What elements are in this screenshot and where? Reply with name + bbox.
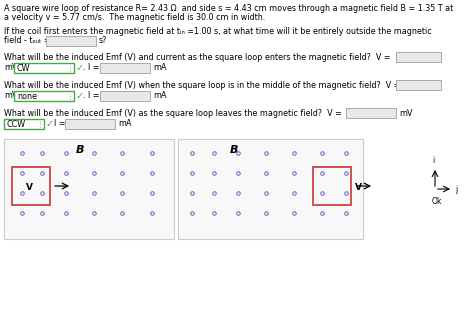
Text: field - tₒᵤₜ =: field - tₒᵤₜ = <box>4 36 51 45</box>
Text: Ok: Ok <box>432 197 442 206</box>
Bar <box>346 108 396 118</box>
Text: I =: I = <box>54 119 65 128</box>
Text: mV: mV <box>4 63 18 72</box>
Text: ✓: ✓ <box>76 64 84 74</box>
Text: B: B <box>76 145 84 155</box>
Text: mV: mV <box>4 91 18 100</box>
Text: ✓: ✓ <box>76 91 84 101</box>
Bar <box>4 139 174 239</box>
Bar <box>46 36 96 46</box>
Bar <box>14 91 74 101</box>
Text: What will be the induced Emf (V) as the square loop leaves the magnetic field?  : What will be the induced Emf (V) as the … <box>4 109 342 118</box>
Text: ⋮: ⋮ <box>66 65 73 72</box>
Text: A square wire loop of resistance R= 2.43 Ω  and side s = 4.43 cm moves through a: A square wire loop of resistance R= 2.43… <box>4 4 453 13</box>
Text: mA: mA <box>153 91 166 100</box>
Text: ✓: ✓ <box>46 119 54 129</box>
Bar <box>4 119 44 129</box>
Text: V: V <box>26 183 33 192</box>
Text: B: B <box>230 145 238 155</box>
Bar <box>100 91 150 101</box>
Bar <box>65 119 115 129</box>
Text: What will be the induced Emf (V) when the square loop is in the middle of the ma: What will be the induced Emf (V) when th… <box>4 81 401 90</box>
Text: CCW: CCW <box>7 120 26 129</box>
Text: CW: CW <box>17 64 30 73</box>
Bar <box>396 80 441 90</box>
Text: V: V <box>355 183 362 192</box>
Text: mA: mA <box>118 119 131 128</box>
Bar <box>100 63 150 73</box>
Bar <box>12 167 50 205</box>
Text: j: j <box>455 185 457 194</box>
Bar <box>178 139 363 239</box>
Bar <box>14 63 74 73</box>
Text: What will be the induced Emf (V) and current as the square loop enters the magne: What will be the induced Emf (V) and cur… <box>4 53 391 62</box>
Text: a velocity v = 5.77 cm/s.  The magnetic field is 30.0 cm in width.: a velocity v = 5.77 cm/s. The magnetic f… <box>4 13 265 22</box>
Text: If the coil first enters the magnetic field at tᵢₙ =1.00 s, at what time will it: If the coil first enters the magnetic fi… <box>4 27 432 36</box>
Text: none: none <box>17 92 37 101</box>
Bar <box>313 167 351 205</box>
Text: ⋮: ⋮ <box>66 93 73 100</box>
Bar <box>396 52 441 62</box>
Text: mV: mV <box>399 109 412 118</box>
Text: . I =: . I = <box>83 91 100 100</box>
Text: i: i <box>432 156 434 165</box>
Text: ⋮: ⋮ <box>36 122 44 127</box>
Text: . I =: . I = <box>83 63 100 72</box>
Text: s?: s? <box>99 36 108 45</box>
Text: mA: mA <box>153 63 166 72</box>
